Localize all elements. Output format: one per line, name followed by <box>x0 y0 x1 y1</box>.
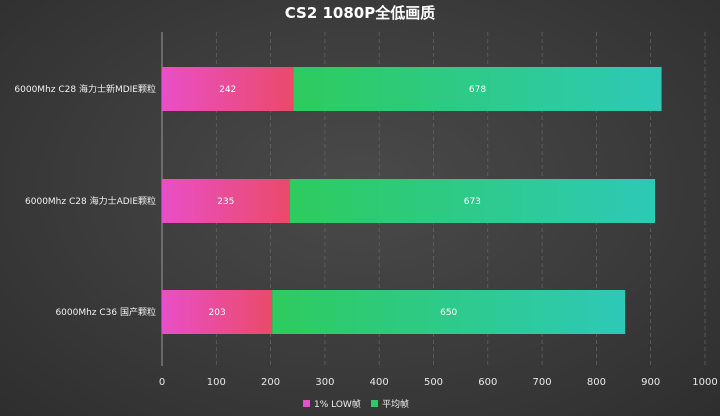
x-tick-label: 100 <box>207 377 226 388</box>
data-label: 242 <box>219 85 236 95</box>
data-label: 678 <box>469 85 486 95</box>
x-tick-label: 300 <box>315 377 334 388</box>
bar-segment <box>293 67 662 111</box>
category-label: 6000Mhz C28 海力士新MDIE颗粒 <box>14 83 156 95</box>
bar-segment <box>272 290 626 334</box>
x-tick-label: 0 <box>159 377 165 388</box>
legend-swatch <box>371 400 378 407</box>
x-tick-label: 500 <box>424 377 443 388</box>
x-tick-label: 200 <box>261 377 280 388</box>
x-tick-label: 800 <box>587 377 606 388</box>
data-label: 673 <box>464 197 481 207</box>
data-label: 235 <box>217 197 234 207</box>
x-tick-label: 900 <box>641 377 660 388</box>
legend-label: 1% LOW帧 <box>314 398 361 410</box>
data-label: 650 <box>440 308 457 318</box>
bar-segment <box>162 179 290 223</box>
category-label: 6000Mhz C28 海力士ADIE颗粒 <box>25 195 156 207</box>
x-tick-label: 400 <box>370 377 389 388</box>
bar-segment <box>162 290 273 334</box>
x-tick-label: 600 <box>478 377 497 388</box>
x-tick-label: 700 <box>533 377 552 388</box>
legend-label: 平均帧 <box>382 398 409 410</box>
bar-segment <box>289 179 656 223</box>
data-label: 203 <box>209 308 226 318</box>
chart-title: CS2 1080P全低画质 <box>285 4 436 22</box>
legend-swatch <box>303 400 310 407</box>
bar-segment <box>162 67 294 111</box>
x-tick-label: 1000 <box>692 377 717 388</box>
category-label: 6000Mhz C36 国产颗粒 <box>55 306 156 318</box>
